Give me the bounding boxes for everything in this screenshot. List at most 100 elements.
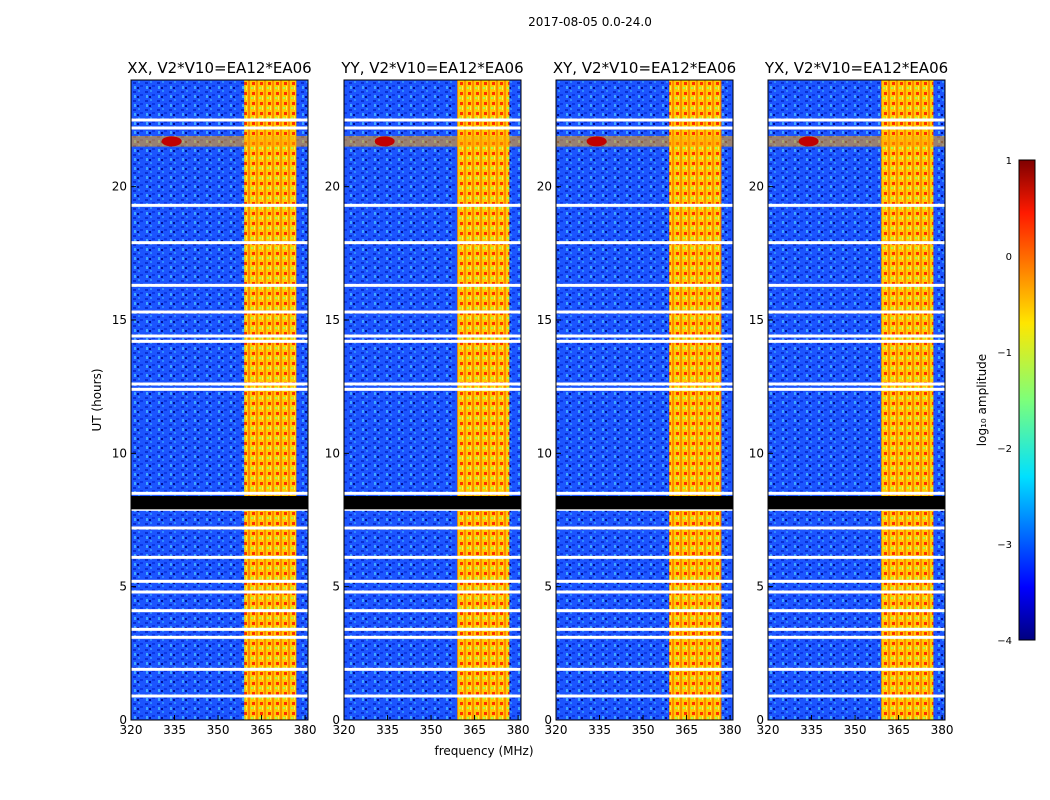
y-tick-label: 15 (749, 313, 764, 327)
flagged-row (131, 609, 308, 613)
flagged-row (768, 579, 945, 583)
y-tick-label: 0 (332, 713, 340, 727)
rfi-streak (131, 136, 308, 147)
x-tick-label: 365 (887, 723, 910, 737)
spectrogram-panel: YY, V2*V10=EA12*EA06 320 335 350 365 380 0 5 10 1… (325, 59, 530, 737)
flagged-row (344, 627, 521, 631)
flagged-row (768, 382, 945, 386)
x-tick-label: 320 (333, 723, 356, 737)
x-tick-label: 380 (931, 723, 954, 737)
flagged-row (344, 310, 521, 314)
flagged-row (556, 203, 733, 207)
x-tick-label: 335 (376, 723, 399, 737)
flagged-row (768, 118, 945, 122)
rfi-hotspot (161, 136, 182, 147)
flagged-row (131, 694, 308, 698)
flagged-row (768, 126, 945, 130)
y-tick-label: 5 (756, 580, 764, 594)
panel-frame (555, 79, 734, 721)
flagged-row (768, 555, 945, 559)
flagged-row (344, 118, 521, 122)
flagged-row (344, 339, 521, 343)
flagged-row (344, 526, 521, 530)
flagged-row (768, 334, 945, 338)
flagged-row (131, 590, 308, 594)
flagged-row (131, 635, 308, 639)
colorbar-tick-label: −4 (997, 636, 1012, 647)
flagged-row (768, 635, 945, 639)
x-tick-label: 350 (844, 723, 867, 737)
flagged-row (131, 667, 308, 671)
x-tick-label: 320 (545, 723, 568, 737)
panel-title: XY, V2*V10=EA12*EA06 (553, 59, 736, 77)
x-tick-label: 365 (250, 723, 273, 737)
x-tick-label: 350 (632, 723, 655, 737)
y-tick-label: 10 (749, 446, 764, 460)
rfi-band (669, 80, 722, 720)
flagged-row (768, 203, 945, 207)
flagged-row (344, 555, 521, 559)
rfi-streak (344, 136, 521, 147)
flagged-row (344, 387, 521, 391)
y-tick-label: 20 (112, 180, 127, 194)
panel-title: YY, V2*V10=EA12*EA06 (340, 59, 523, 77)
flagged-row (344, 635, 521, 639)
flagged-row (556, 118, 733, 122)
flagged-row (344, 491, 521, 495)
x-tick-label: 335 (588, 723, 611, 737)
flagged-row (556, 667, 733, 671)
colorbar-tick-label: 1 (1006, 156, 1012, 167)
y-tick-label: 5 (119, 580, 127, 594)
flagged-row (556, 635, 733, 639)
y-tick-label: 20 (537, 180, 552, 194)
x-tick-label: 380 (719, 723, 742, 737)
flagged-row (344, 382, 521, 386)
flagged-row (344, 667, 521, 671)
panel-title: XX, V2*V10=EA12*EA06 (127, 59, 311, 77)
colorbar: log₁₀ amplitude 1 0 −1 −2 −3 −4 (975, 156, 1036, 647)
flagged-row (556, 609, 733, 613)
flagged-row (131, 283, 308, 287)
flagged-row (344, 590, 521, 594)
flagged-row (556, 382, 733, 386)
rfi-hotspot (374, 136, 395, 147)
spectrogram-panel: XY, V2*V10=EA12*EA06 320 335 350 365 380 0 5 10 1… (537, 59, 742, 737)
flagged-row (768, 491, 945, 495)
y-tick-label: 10 (112, 446, 127, 460)
flagged-row (768, 590, 945, 594)
flagged-row (556, 387, 733, 391)
flagged-row (344, 126, 521, 130)
flagged-row (556, 555, 733, 559)
flagged-row (768, 339, 945, 343)
flagged-row (556, 283, 733, 287)
colorbar-tick-label: −3 (997, 540, 1012, 551)
flagged-row (556, 491, 733, 495)
flagged-row (556, 627, 733, 631)
flagged-row (768, 627, 945, 631)
rfi-hotspot (586, 136, 607, 147)
flagged-row (768, 609, 945, 613)
rfi-streak (556, 136, 733, 147)
flagged-row (768, 387, 945, 391)
flagged-row (131, 241, 308, 245)
flagged-row (344, 609, 521, 613)
colorbar-tick-label: 0 (1006, 252, 1012, 263)
y-tick-label: 20 (749, 180, 764, 194)
flagged-row (131, 526, 308, 530)
flagged-row (344, 334, 521, 338)
flagged-row (131, 555, 308, 559)
flagged-row (768, 241, 945, 245)
colorbar-tick-label: −2 (997, 444, 1012, 455)
colorbar-label: log₁₀ amplitude (975, 354, 989, 446)
colorbar-gradient (1018, 159, 1036, 641)
flagged-row (344, 283, 521, 287)
x-tick-label: 380 (507, 723, 530, 737)
x-tick-label: 320 (757, 723, 780, 737)
rfi-streak (768, 136, 945, 147)
y-tick-label: 15 (112, 313, 127, 327)
flagged-row (768, 694, 945, 698)
flagged-row (131, 203, 308, 207)
panel-title: YX, V2*V10=EA12*EA06 (764, 59, 948, 77)
flagged-row (131, 579, 308, 583)
